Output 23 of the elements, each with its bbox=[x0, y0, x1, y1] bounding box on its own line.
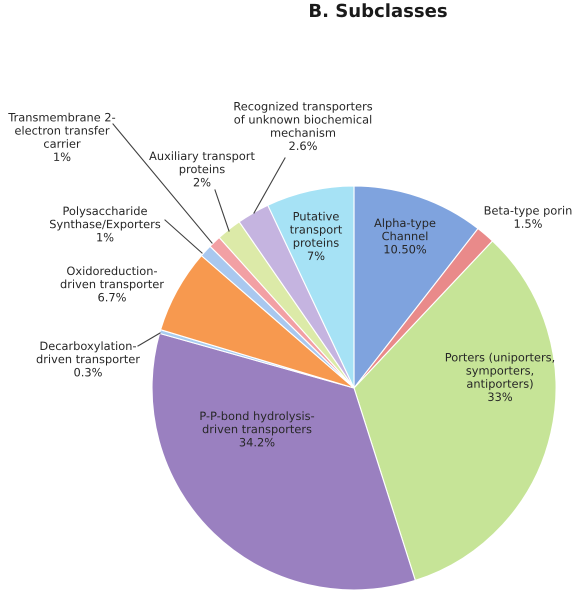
data-label: 6.7% bbox=[98, 292, 126, 302]
data-label: 0.3% bbox=[74, 368, 102, 376]
slice-label: Recognized transporters of unknown biochemical mechanism bbox=[234, 102, 372, 137]
data-label: 2% bbox=[194, 178, 210, 186]
slice-label: Porters (uniporters, symporters, antiporters) bbox=[446, 352, 554, 390]
data-label: 1% bbox=[97, 232, 114, 242]
slice-label: Transmembrane 2- electron transfer carrier bbox=[8, 112, 116, 148]
slice-label: Beta-type porin bbox=[484, 206, 572, 217]
slice-label: Putative transport proteins bbox=[290, 212, 342, 250]
chart-title: B. Subclasses bbox=[310, 3, 447, 18]
data-label: 1.5% bbox=[514, 219, 542, 228]
data-label: 10.50% bbox=[384, 244, 426, 254]
data-label: 33% bbox=[488, 392, 512, 402]
slice-label: P-P-bond hydrolysis- driven transporters bbox=[200, 411, 314, 436]
data-label: 7% bbox=[308, 251, 324, 260]
slice-label: Auxiliary transport proteins bbox=[149, 151, 255, 176]
slice-label: Alpha-type Channel bbox=[374, 218, 436, 240]
slice-label: Oxidoreduction- driven transporter bbox=[60, 266, 164, 291]
slice-label: Decarboxylation- driven transporter bbox=[36, 341, 140, 366]
data-label: 2.6% bbox=[289, 141, 317, 150]
data-label: 1% bbox=[54, 152, 70, 162]
data-label: 34.2% bbox=[240, 438, 274, 446]
slice-label: Polysaccharide Synthase/Exporters bbox=[50, 206, 160, 231]
